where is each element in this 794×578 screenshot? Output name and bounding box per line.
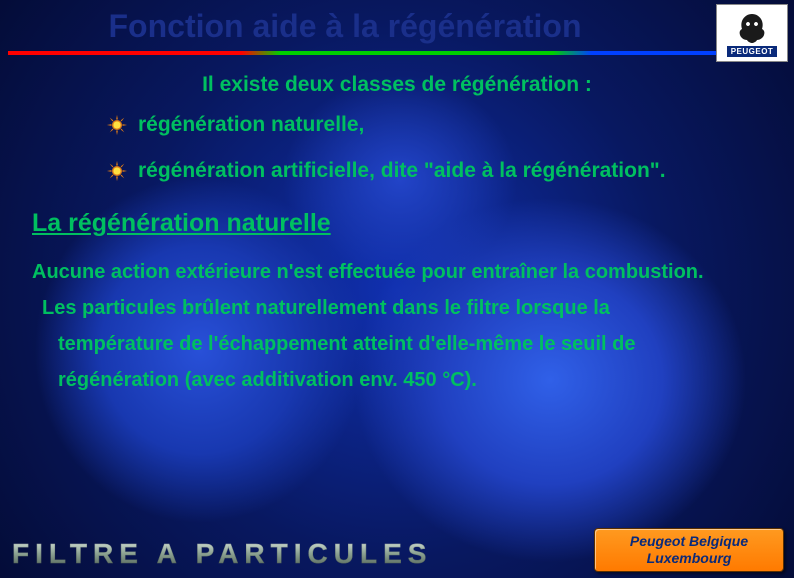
body-paragraph: Aucune action extérieure n'est effectuée… [28, 254, 766, 398]
badge-line: Peugeot Belgique [630, 533, 748, 550]
sun-icon [106, 114, 128, 136]
bullet-text: régénération naturelle, [138, 113, 364, 137]
para-line: température de l'échappement atteint d'e… [32, 326, 762, 362]
peugeot-logo: PEUGEOT [716, 4, 788, 62]
footer-title: FILTRE A PARTICULES [12, 538, 432, 570]
peugeot-brand-label: PEUGEOT [727, 46, 778, 57]
footer: FILTRE A PARTICULES Peugeot Belgique Lux… [0, 524, 794, 578]
badge-line: Luxembourg [647, 550, 732, 567]
para-line: Les particules brûlent naturellement dan… [32, 290, 762, 326]
lion-icon [734, 12, 770, 44]
intro-text: Il existe deux classes de régénération : [28, 73, 766, 97]
title-bar: Fonction aide à la régénération [0, 0, 794, 49]
section-subtitle: La régénération naturelle [32, 209, 766, 238]
list-item: régénération artificielle, dite "aide à … [106, 159, 766, 183]
bullet-text: régénération artificielle, dite "aide à … [138, 159, 666, 183]
list-item: régénération naturelle, [106, 113, 766, 137]
para-line: régénération (avec additivation env. 450… [32, 362, 762, 398]
sun-icon [106, 160, 128, 182]
bullet-list: régénération naturelle, régénération art… [28, 113, 766, 183]
page-title: Fonction aide à la régénération [16, 8, 674, 45]
peugeot-belux-badge: Peugeot Belgique Luxembourg [594, 528, 784, 572]
para-line: Aucune action extérieure n'est effectuée… [32, 254, 762, 290]
content-area: Il existe deux classes de régénération :… [0, 55, 794, 398]
